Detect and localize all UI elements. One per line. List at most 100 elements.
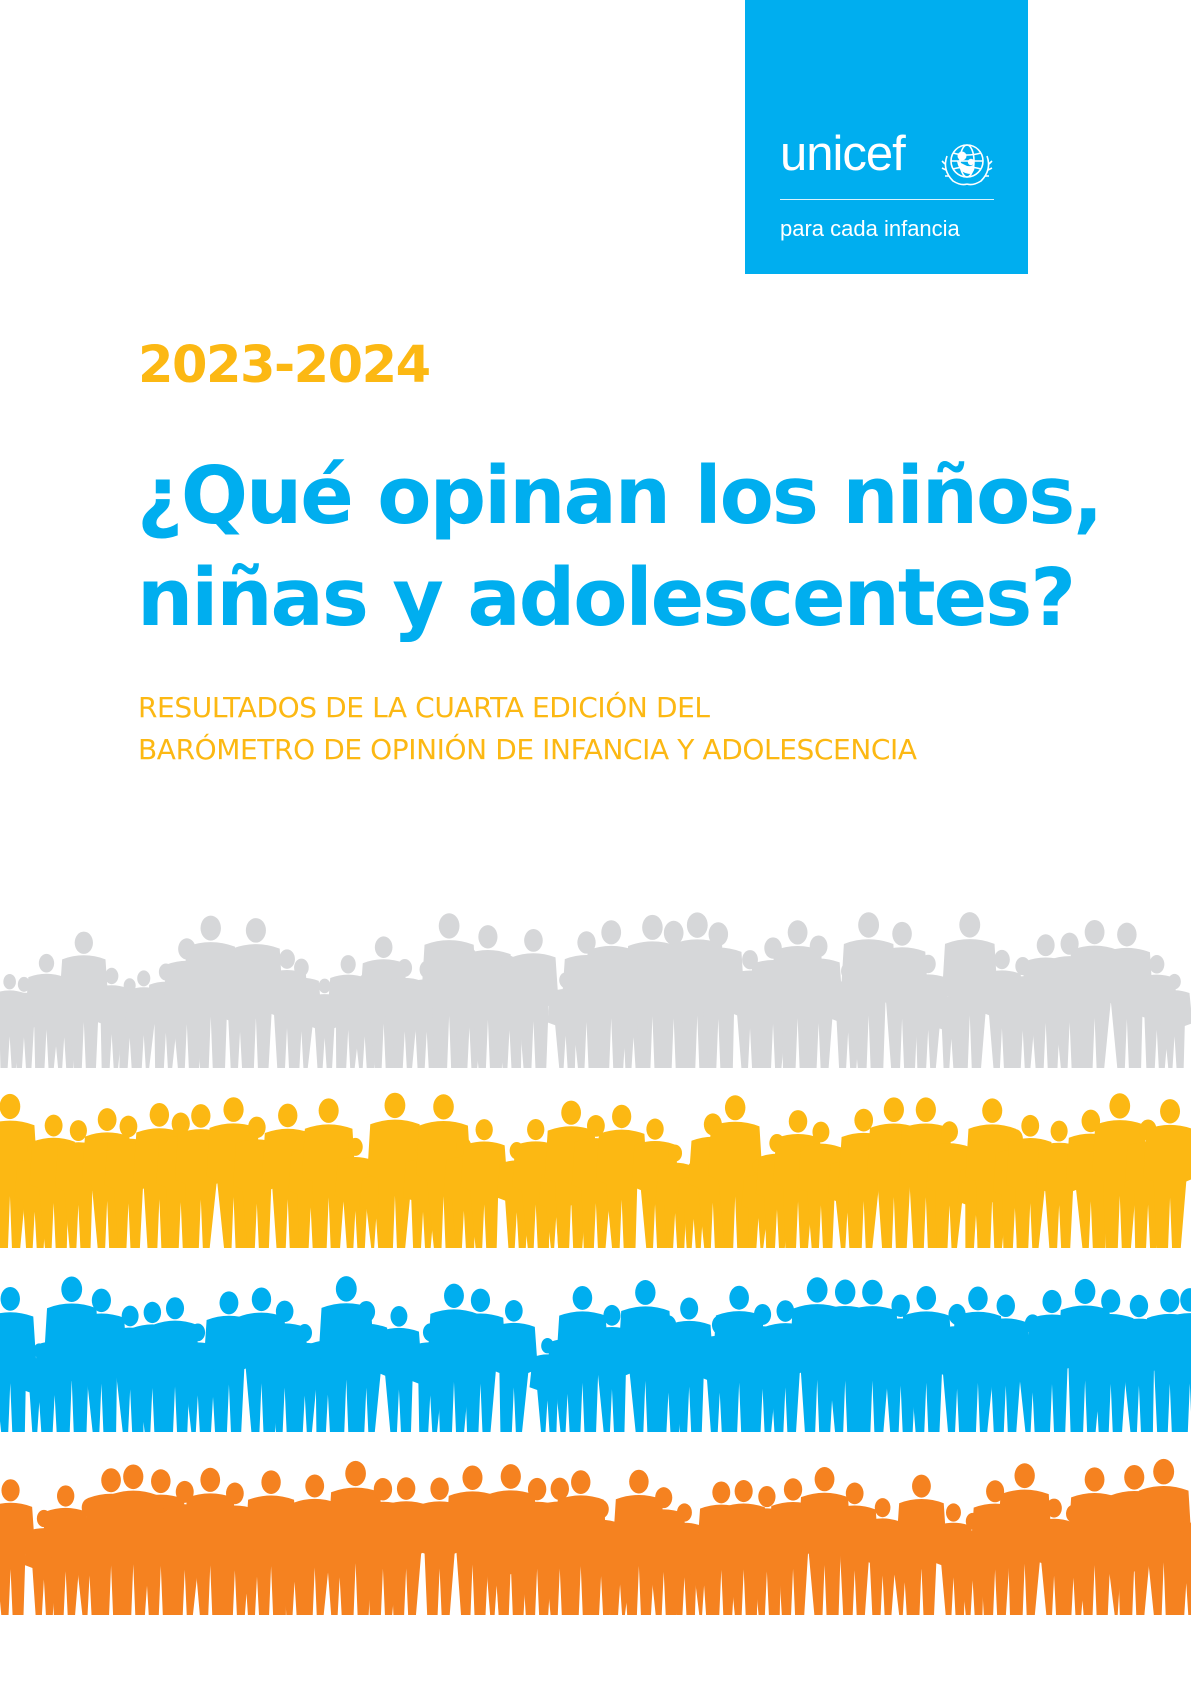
- person-head: [959, 912, 981, 938]
- person-silhouette: [375, 1327, 422, 1432]
- person-head: [251, 1287, 272, 1312]
- person-head: [686, 912, 708, 938]
- person-head: [1160, 1289, 1180, 1313]
- person-silhouette: [1156, 990, 1191, 1068]
- person-silhouette: [0, 1312, 37, 1432]
- person-head: [1179, 1520, 1191, 1537]
- person-head: [3, 974, 16, 990]
- person-head: [305, 1474, 325, 1498]
- unicef-wordmark: unicef: [780, 127, 906, 181]
- person-head: [680, 1297, 699, 1320]
- person-head: [912, 1474, 931, 1498]
- person-head: [1149, 955, 1165, 974]
- person-head: [845, 1482, 864, 1505]
- person-head: [278, 1103, 298, 1128]
- person-head: [663, 920, 684, 945]
- person-head: [668, 1144, 683, 1162]
- person-silhouette: [896, 1499, 947, 1615]
- person-head: [190, 1323, 206, 1342]
- person-head: [753, 1303, 772, 1325]
- person-head: [527, 1477, 547, 1501]
- person-head: [1046, 1498, 1062, 1518]
- person-head: [883, 1097, 904, 1123]
- person-head: [734, 1480, 753, 1503]
- cover-subtitle-line: BARÓMETRO DE OPINIÓN DE INFANCIA Y ADOLE…: [138, 733, 917, 766]
- person-silhouette: [1168, 1536, 1191, 1615]
- person-head: [478, 925, 498, 949]
- person-head: [44, 1114, 63, 1137]
- person-head: [577, 931, 596, 954]
- cover-subtitle-line: RESULTADOS DE LA CUARTA EDICIÓN DEL: [138, 691, 710, 724]
- person-head: [97, 1108, 117, 1132]
- crowd-silhouettes-blue: [0, 1276, 1191, 1432]
- person-head: [642, 914, 663, 940]
- person-head: [340, 955, 356, 974]
- person-head: [635, 1280, 656, 1305]
- person-silhouette: [245, 1495, 298, 1615]
- person-head: [996, 1294, 1015, 1318]
- person-head: [1129, 1294, 1149, 1318]
- person-head: [444, 1283, 464, 1308]
- person-head: [143, 1301, 162, 1324]
- person-head: [318, 1098, 339, 1123]
- person-silhouette: [183, 942, 238, 1068]
- person-head: [982, 1098, 1003, 1123]
- person-head: [504, 1300, 523, 1322]
- person-silhouette: [1163, 1313, 1191, 1432]
- person-head: [396, 1477, 416, 1500]
- person-head: [357, 1300, 376, 1323]
- person-head: [854, 1108, 874, 1132]
- person-head: [438, 913, 460, 939]
- person-head: [916, 1285, 937, 1310]
- person-head: [261, 1470, 281, 1495]
- person-silhouette: [907, 974, 950, 1068]
- crowd-row-group: [0, 1276, 1191, 1432]
- person-silhouette: [489, 1322, 538, 1432]
- person-silhouette: [1068, 1493, 1122, 1615]
- person-head: [724, 1095, 746, 1121]
- person-head: [200, 915, 221, 941]
- person-silhouette: [794, 958, 843, 1068]
- person-head: [646, 1118, 664, 1140]
- edition-years: 2023-2024: [138, 336, 431, 395]
- person-silhouette: [367, 1119, 423, 1248]
- cover-title: ¿Qué opinan los niños, niñas y adolescen…: [137, 445, 1147, 649]
- crowd-silhouettes-orange: [0, 1458, 1191, 1615]
- person-head: [475, 1119, 493, 1141]
- person-head: [69, 1120, 87, 1142]
- person-head: [655, 1487, 673, 1509]
- person-silhouette: [460, 1141, 508, 1248]
- person-head: [527, 1118, 545, 1141]
- cover-subtitle: RESULTADOS DE LA CUARTA EDICIÓN DEL BARÓ…: [138, 687, 917, 771]
- person-head: [729, 1285, 749, 1310]
- person-head: [279, 949, 295, 969]
- person-head: [1014, 1463, 1035, 1489]
- person-head: [758, 1485, 776, 1508]
- person-head: [891, 1294, 910, 1317]
- person-head: [941, 1121, 958, 1143]
- person-head: [17, 976, 31, 992]
- crowd-row-group: [0, 1092, 1191, 1248]
- person-head: [612, 1104, 632, 1129]
- person-head: [814, 1467, 835, 1492]
- person-silhouette: [301, 1124, 356, 1248]
- person-head: [788, 1110, 808, 1133]
- person-head: [500, 1464, 521, 1489]
- person-head: [433, 1094, 454, 1120]
- person-head: [1180, 1288, 1191, 1312]
- person-head: [149, 1103, 170, 1127]
- person-head: [226, 1482, 244, 1505]
- person-head: [0, 1287, 20, 1311]
- person-head: [373, 1478, 393, 1501]
- unicef-emblem-icon: [941, 144, 993, 186]
- unicef-logo: unicef para cada infancia: [745, 0, 1028, 274]
- person-head: [123, 1464, 144, 1490]
- person-head: [1036, 934, 1055, 957]
- crowd-row-group: [0, 912, 1191, 1068]
- person-head: [121, 1305, 139, 1327]
- person-head: [812, 1121, 830, 1143]
- crowd-row-group: [0, 1458, 1191, 1615]
- person-head: [1074, 1278, 1096, 1304]
- person-head: [470, 1288, 491, 1313]
- person-head: [1101, 1289, 1121, 1313]
